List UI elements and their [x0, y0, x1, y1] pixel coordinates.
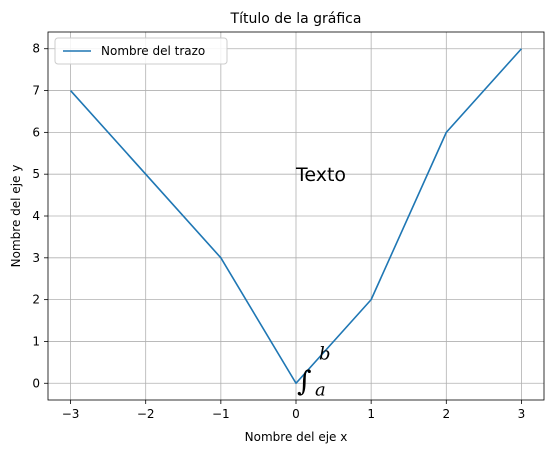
legend-entry: Nombre del trazo — [101, 44, 205, 58]
x-tick-label: −1 — [212, 407, 230, 421]
x-tick-label: 2 — [442, 407, 450, 421]
x-axis-label: Nombre del eje x — [245, 430, 348, 444]
y-tick-label: 2 — [32, 293, 40, 307]
x-tick-label: 0 — [292, 407, 300, 421]
y-tick-label: 3 — [32, 251, 40, 265]
y-tick-label: 5 — [32, 167, 40, 181]
series-line — [69, 48, 523, 385]
legend-box — [54, 37, 228, 65]
y-tick-label: 4 — [32, 209, 40, 223]
x-axis-ticks: −3 −2 −1 0 1 2 3 — [62, 400, 526, 421]
annotation-text: Texto — [295, 164, 346, 186]
series-layer — [69, 48, 523, 385]
y-tick-label: 6 — [32, 125, 40, 139]
x-tick-label: −3 — [62, 407, 80, 421]
y-tick-label: 8 — [32, 42, 40, 56]
x-tick-label: 3 — [518, 407, 526, 421]
y-tick-label: 7 — [32, 84, 40, 98]
y-axis-label: Nombre del eje y — [9, 165, 23, 268]
math-lower-limit: a — [315, 379, 326, 400]
math-integral-symbol: ∫ — [297, 364, 312, 397]
y-tick-label: 0 — [32, 376, 40, 390]
legend: Nombre del trazo — [54, 37, 228, 65]
y-tick-label: 1 — [32, 334, 40, 348]
annotations: Texto ∫ ba — [295, 164, 346, 400]
x-tick-label: 1 — [367, 407, 375, 421]
x-tick-label: −2 — [137, 407, 155, 421]
grid — [48, 32, 544, 400]
chart-title: Título de la gráfica — [230, 11, 362, 27]
math-upper-limit: b — [319, 343, 331, 364]
y-axis-ticks: 0 1 2 3 4 5 6 7 8 — [32, 42, 48, 390]
